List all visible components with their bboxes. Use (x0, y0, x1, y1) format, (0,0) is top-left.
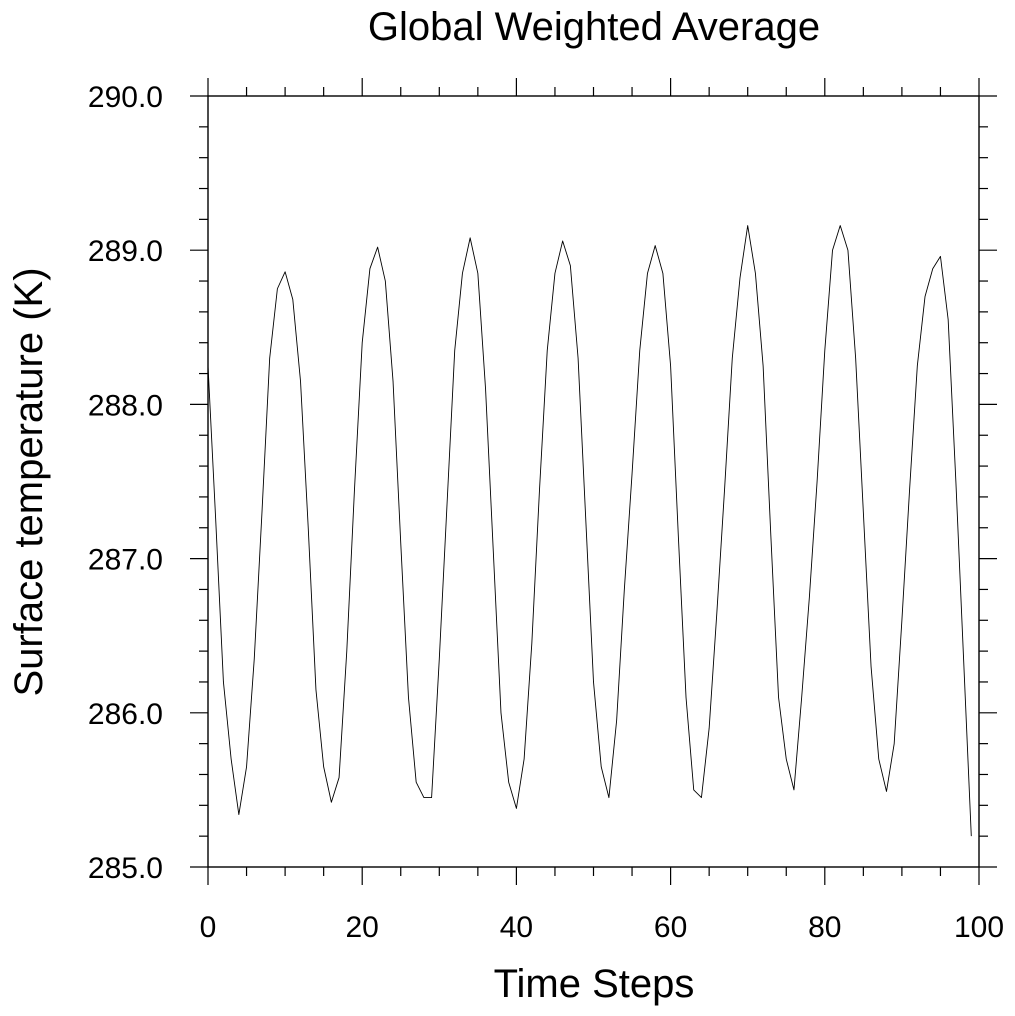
y-tick-label: 289.0 (88, 235, 163, 268)
plot-area (207, 95, 980, 868)
y-tick-label: 288.0 (88, 389, 163, 422)
x-axis-label: Time Steps (494, 962, 695, 1006)
series-group (207, 225, 972, 837)
series-line (207, 225, 972, 837)
y-axis: 285.0 286.0 287.0 288.0 289.0 290.0 (88, 81, 997, 885)
x-tick-label: 20 (346, 911, 379, 944)
x-tick-label: 60 (654, 911, 687, 944)
y-tick-label: 290.0 (88, 81, 163, 114)
x-axis: 0 20 40 60 80 100 (200, 78, 1004, 944)
chart-title: Global Weighted Average (368, 5, 820, 49)
plot-border (207, 95, 980, 868)
y-axis-label: Surface temperature (K) (7, 267, 51, 696)
x-tick-label: 100 (954, 911, 1004, 944)
y-tick-label: 285.0 (88, 852, 163, 885)
y-tick-label: 286.0 (88, 698, 163, 731)
y-tick-label: 287.0 (88, 544, 163, 577)
x-tick-label: 40 (500, 911, 533, 944)
x-tick-label: 80 (808, 911, 841, 944)
x-tick-label: 0 (200, 911, 217, 944)
